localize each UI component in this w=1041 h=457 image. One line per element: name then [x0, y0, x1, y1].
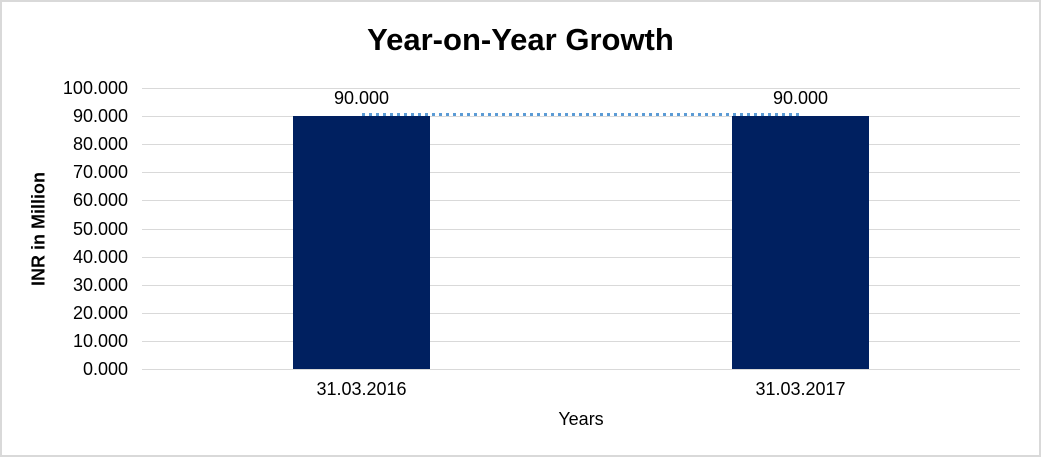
x-tick-label: 31.03.2017 — [755, 379, 846, 399]
gridline — [142, 228, 1020, 230]
bar-data-label: 90.000 — [333, 88, 390, 109]
gridline — [142, 172, 1020, 174]
gridline — [142, 88, 1020, 89]
gridline — [142, 340, 1020, 342]
y-tick-label: 10.000 — [72, 330, 128, 351]
gridline — [142, 312, 1020, 314]
bar — [293, 116, 430, 369]
y-tick-label: 30.000 — [72, 274, 128, 295]
bar — [732, 116, 869, 369]
gridline — [142, 256, 1020, 258]
y-tick-label: 80.000 — [72, 134, 128, 155]
y-tick-label: 60.000 — [72, 190, 128, 211]
chart-title: Year-on-Year Growth — [367, 22, 674, 57]
connector-line — [361, 113, 801, 117]
gridline — [142, 116, 1020, 118]
gridline — [142, 144, 1020, 146]
y-tick-label: 20.000 — [72, 302, 128, 323]
gridline — [142, 200, 1020, 202]
gridline — [142, 369, 1020, 370]
y-tick-label: 70.000 — [72, 162, 128, 183]
y-tick-label: 50.000 — [72, 218, 128, 239]
y-tick-label: 100.000 — [62, 78, 128, 98]
y-tick-label: 40.000 — [72, 246, 128, 267]
y-tick-label: 90.000 — [72, 106, 128, 127]
x-tick-label: 31.03.2016 — [316, 379, 407, 399]
x-axis-title: Years — [558, 409, 604, 429]
y-tick-label: 0.000 — [82, 359, 128, 379]
bar-data-label: 90.000 — [772, 88, 829, 109]
gridline — [142, 284, 1020, 286]
